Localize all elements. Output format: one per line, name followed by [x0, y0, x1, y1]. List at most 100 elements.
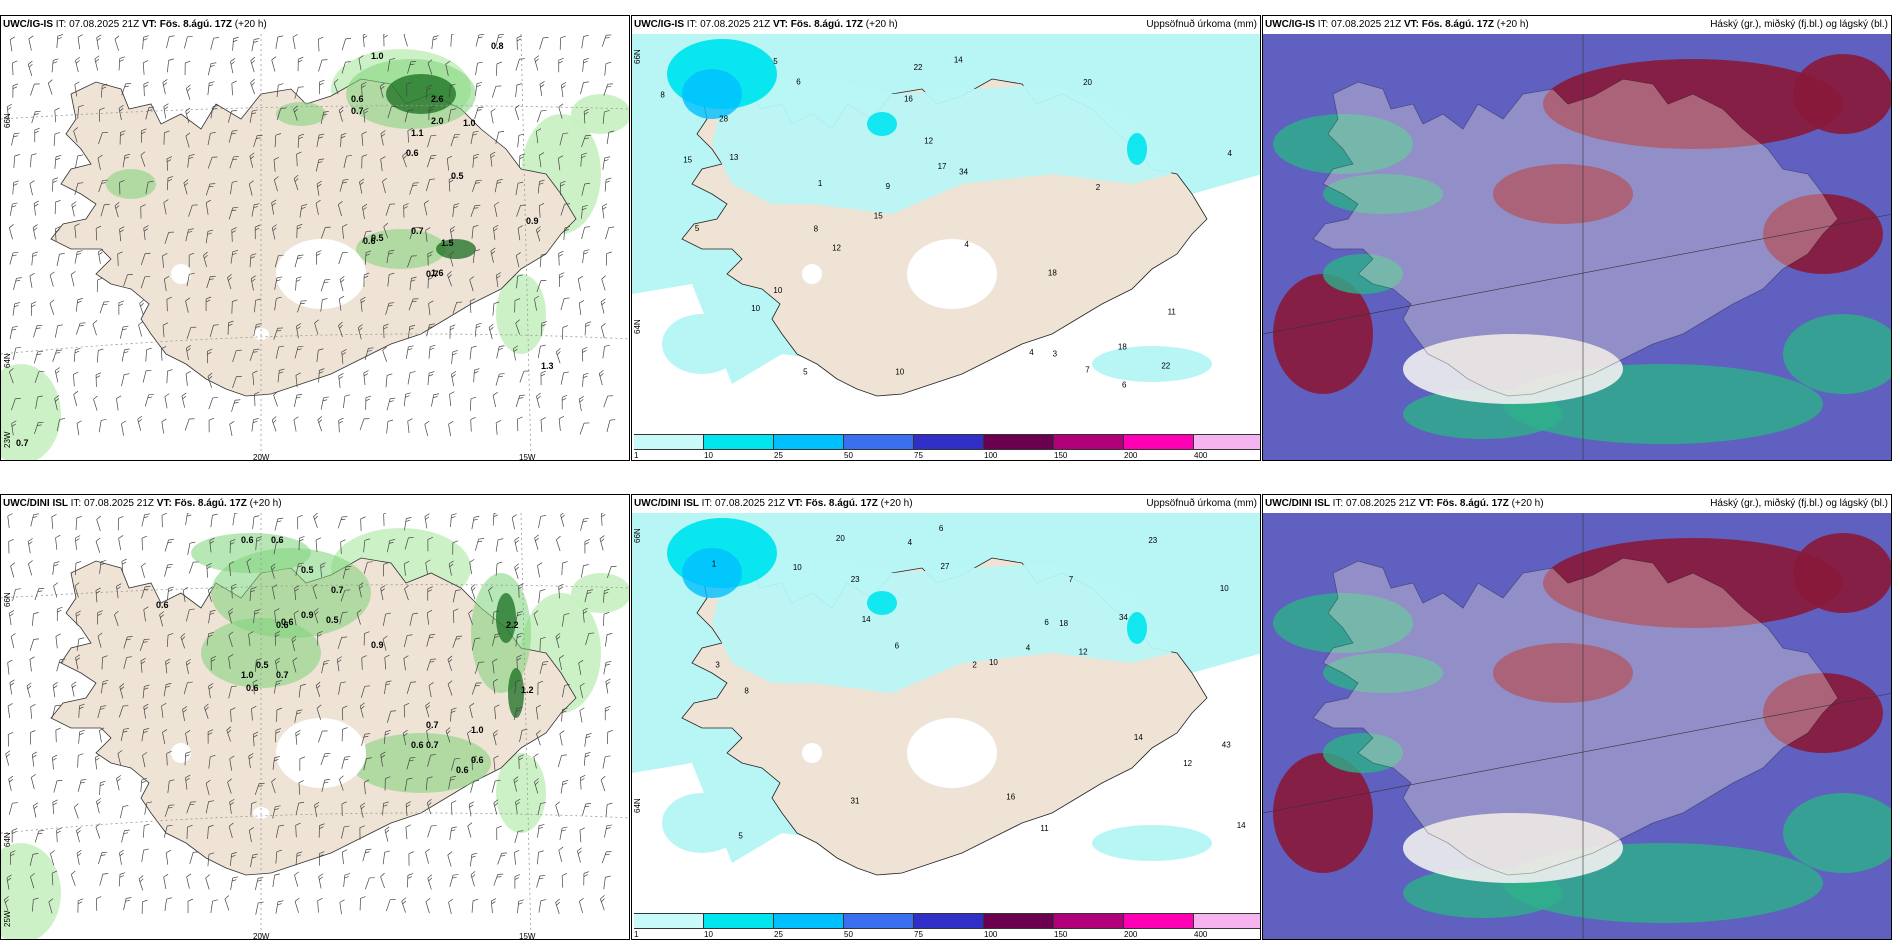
wind-barb	[584, 539, 591, 554]
map-canvas	[1263, 34, 1891, 460]
precip-field	[1, 843, 61, 939]
station-precip-value: 12	[1079, 647, 1088, 656]
colorbar-tick-label: 100	[984, 451, 998, 460]
wind-barb	[536, 730, 541, 746]
wind-barb	[209, 537, 215, 553]
wind-barb	[95, 823, 101, 839]
wind-barb	[579, 827, 585, 843]
wind-barb	[427, 825, 437, 838]
panel-vt-value: Fös. 8.ágú. 17Z	[1436, 498, 1512, 509]
wind-barb	[96, 798, 102, 814]
wind-barb	[231, 227, 237, 242]
wind-barb	[409, 612, 418, 626]
precip-value-label: 0.6	[456, 765, 469, 775]
wind-barb	[337, 201, 343, 217]
latitude-label: 66N	[3, 113, 12, 128]
wind-barb	[492, 301, 500, 316]
wind-barb	[274, 276, 283, 290]
panel-vt-value: Fös. 8.ágú. 17Z	[1421, 19, 1497, 30]
wind-barb	[314, 801, 320, 817]
precip-value-label: 0.5	[371, 233, 384, 243]
wind-barb	[408, 851, 414, 866]
precip-value-label: 0.7	[331, 585, 344, 595]
wind-barb	[162, 729, 168, 745]
wind-barb	[255, 901, 264, 915]
colorbar-segment	[914, 434, 984, 450]
colorbar-segment	[844, 434, 914, 450]
station-precip-value: 23	[1148, 536, 1157, 545]
precip-value-label: 0.5	[451, 171, 464, 181]
wind-barb	[274, 608, 280, 624]
wind-barb	[163, 683, 172, 697]
wind-barb	[123, 636, 133, 649]
station-precip-value: 11	[1040, 824, 1049, 833]
wind-barb	[208, 683, 214, 699]
wind-barb	[581, 226, 591, 239]
wind-barb	[405, 824, 411, 840]
wind-barb	[448, 898, 454, 915]
high-cloud	[1493, 164, 1633, 224]
wind-barb	[320, 562, 326, 577]
wind-barb	[7, 731, 14, 747]
wind-barb	[556, 535, 561, 552]
wind-barb	[424, 420, 430, 437]
wind-barb	[601, 34, 612, 47]
glacier	[802, 743, 822, 763]
station-precip-value: 13	[729, 153, 738, 162]
wind-barb	[74, 223, 80, 239]
station-precip-value: 18	[1118, 342, 1127, 351]
wind-barb	[362, 848, 372, 862]
wind-barb	[252, 515, 260, 529]
wind-barb	[492, 392, 498, 408]
wind-barb	[339, 611, 348, 625]
precip-core	[682, 69, 742, 119]
wind-barb	[99, 873, 109, 886]
wind-barb	[451, 350, 459, 364]
wind-barb	[141, 586, 151, 599]
precip-core	[682, 548, 742, 598]
wind-barb	[164, 231, 175, 244]
wind-barb	[604, 177, 612, 192]
wind-barb	[384, 826, 390, 842]
station-precip-value: 31	[851, 796, 860, 805]
wind-barb	[537, 344, 546, 359]
panel-it-label: IT:	[1317, 19, 1332, 30]
wind-barb	[341, 705, 348, 721]
station-precip-value: 18	[1059, 619, 1068, 628]
wind-barb	[140, 777, 148, 792]
wind-barb	[34, 370, 45, 384]
panel-vt-label: VT:	[787, 498, 806, 509]
panel-it-label: IT:	[55, 19, 70, 30]
wind-barb	[343, 394, 351, 409]
wind-barb	[11, 828, 18, 843]
station-precip-value: 14	[862, 615, 871, 624]
wind-barb	[114, 202, 120, 218]
wind-barb	[449, 874, 459, 887]
wind-barb	[341, 61, 351, 74]
panel-it-value: 07.08.2025 21Z	[69, 19, 142, 30]
wind-barb	[96, 896, 102, 911]
wind-barb	[447, 655, 453, 671]
station-precip-value: 5	[695, 224, 700, 233]
wind-barb	[496, 825, 502, 841]
wind-barb	[359, 178, 365, 194]
longitude-label: 23W	[3, 431, 12, 448]
wind-barb	[559, 35, 566, 50]
wind-barb	[600, 895, 605, 911]
wind-barb	[363, 561, 373, 574]
wind-barb	[29, 272, 35, 288]
wind-barb	[30, 774, 36, 790]
wind-barb	[118, 705, 129, 718]
wind-barb	[114, 610, 119, 627]
wind-barb	[342, 224, 348, 239]
wind-barb	[166, 296, 172, 312]
wind-barb	[584, 321, 592, 336]
wind-barb	[28, 35, 34, 51]
wind-barb	[475, 82, 483, 96]
wind-barb	[275, 345, 285, 359]
station-precip-value: 10	[895, 367, 904, 376]
wind-barb	[295, 562, 304, 576]
wind-barb	[581, 182, 591, 196]
wind-barb	[583, 752, 591, 766]
wind-barb	[601, 851, 612, 864]
